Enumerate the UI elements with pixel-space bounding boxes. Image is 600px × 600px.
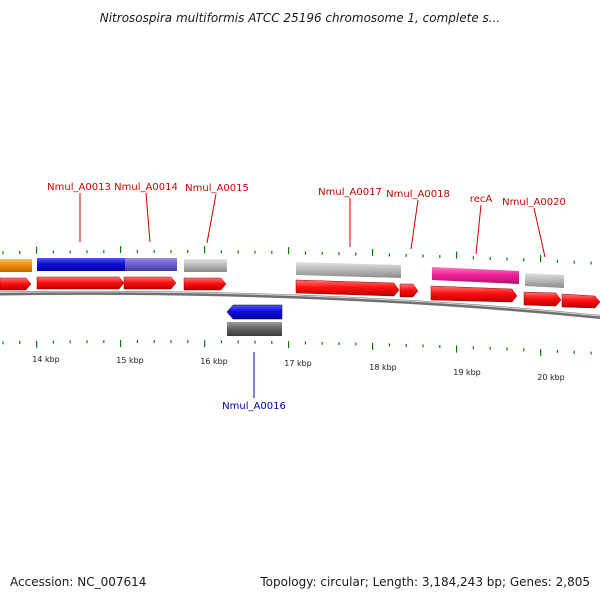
gene-feature-orange[interactable] (0, 259, 32, 272)
gene-feature-nmul-a0016[interactable] (227, 322, 282, 336)
gene-label-nmul-a0018[interactable]: Nmul_A0018 (386, 189, 450, 200)
scale-label-17kbp: 17 kbp (284, 359, 312, 368)
gene-label-recA[interactable]: recA (470, 194, 493, 205)
gene-label-nmul-a0015[interactable]: Nmul_A0015 (185, 183, 249, 194)
gene-labels: Nmul_A0013 Nmul_A0014 Nmul_A0015 Nmul_A0… (47, 182, 566, 412)
scale-label-15kbp: 15 kbp (116, 356, 144, 365)
label-leaders (79, 192, 546, 398)
cds-arrow[interactable] (183, 277, 227, 291)
forward-gene-track (0, 258, 564, 288)
scale-ticks (2, 246, 592, 357)
scale-labels: 14 kbp 15 kbp 16 kbp 17 kbp 18 kbp 19 kb… (32, 355, 565, 382)
gene-feature-nmul-a0020[interactable] (525, 273, 564, 288)
gene-label-nmul-a0016[interactable]: Nmul_A0016 (222, 401, 286, 412)
gene-feature-nmul-a0014[interactable] (125, 258, 177, 271)
cds-arrow[interactable] (0, 277, 32, 291)
gene-feature-recA[interactable] (432, 267, 519, 284)
accession-text: Accession: NC_007614 (10, 575, 146, 589)
scale-label-19kbp: 19 kbp (453, 368, 481, 377)
scale-label-16kbp: 16 kbp (200, 357, 228, 366)
gene-label-nmul-a0014[interactable]: Nmul_A0014 (114, 182, 178, 193)
forward-cds-track (0, 276, 600, 309)
scale-label-20kbp: 20 kbp (537, 373, 565, 382)
cds-arrow[interactable] (430, 285, 518, 303)
gene-label-nmul-a0020[interactable]: Nmul_A0020 (502, 197, 566, 208)
cds-arrow[interactable] (295, 279, 400, 297)
chromosome-backbone (0, 290, 600, 319)
cds-arrow[interactable] (523, 291, 562, 307)
cds-arrow[interactable] (36, 276, 125, 290)
gene-feature-nmul-a0015[interactable] (184, 259, 227, 272)
genome-summary-text: Topology: circular; Length: 3,184,243 bp… (259, 575, 590, 589)
gene-feature-nmul-a0013[interactable] (37, 258, 125, 271)
cds-arrow[interactable] (123, 276, 177, 290)
gene-feature-nmul-a0017[interactable] (296, 262, 401, 278)
gene-label-nmul-a0017[interactable]: Nmul_A0017 (318, 187, 382, 198)
map-title: Nitrosospira multiformis ATCC 25196 chro… (100, 11, 501, 25)
cds-arrow[interactable] (399, 283, 419, 298)
gene-label-nmul-a0013[interactable]: Nmul_A0013 (47, 182, 111, 193)
scale-label-18kbp: 18 kbp (369, 363, 397, 372)
scale-label-14kbp: 14 kbp (32, 355, 60, 364)
reverse-gene-track (226, 304, 283, 336)
cds-arrow[interactable] (561, 293, 600, 309)
cds-arrow-reverse[interactable] (226, 304, 283, 320)
